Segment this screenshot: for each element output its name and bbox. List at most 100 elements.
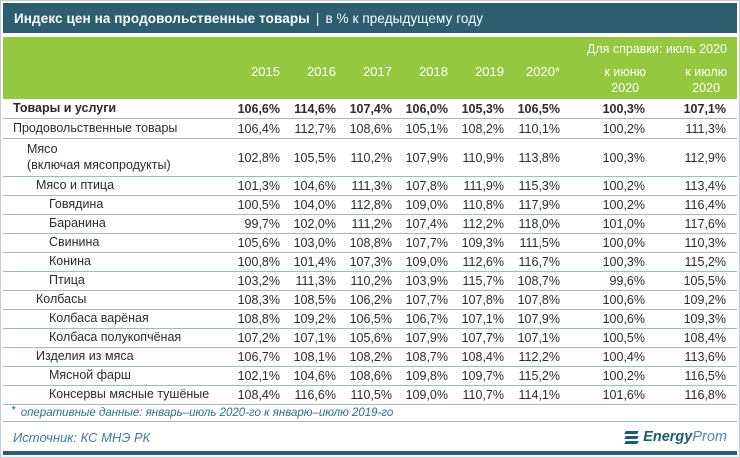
value-cell: 100,6% xyxy=(602,293,645,307)
value-cell: 110,8% xyxy=(462,198,504,212)
value-cell: 110,9% xyxy=(462,150,504,165)
value-cell: 104,0% xyxy=(293,198,336,212)
row-label: Птица xyxy=(49,273,85,288)
value-cell: 103,2% xyxy=(237,274,280,288)
source-text: Источник: КС МНЭ РК xyxy=(13,429,151,445)
row-label: Баранина xyxy=(49,216,106,231)
value-cell: 110,2% xyxy=(350,274,392,288)
value-cell: 106,7% xyxy=(405,312,448,326)
year-column-header: 2018 xyxy=(419,64,448,79)
value-cell: 110,5% xyxy=(350,388,392,402)
value-cell: 102,0% xyxy=(293,217,336,231)
value-cell: 100,5% xyxy=(237,198,280,212)
value-cell: 100,3% xyxy=(602,101,645,116)
value-cell: 111,3% xyxy=(685,121,726,136)
value-cell: 108,7% xyxy=(517,274,560,288)
value-cell: 116,8% xyxy=(684,388,726,402)
energyprom-logo: EnergyProm xyxy=(624,429,727,445)
value-cell: 100,2% xyxy=(602,121,645,136)
value-cell: 112,2% xyxy=(462,217,504,231)
table-body: Товары и услуги 106,6% 114,6% 107,4% 106,0% 1… xyxy=(3,99,737,405)
value-cell: 99,6% xyxy=(609,274,645,288)
footnote: * оперативные данные: январь–июль 2020-г… xyxy=(3,405,737,422)
value-cell: 116,7% xyxy=(518,255,560,269)
value-cell: 107,8% xyxy=(461,293,504,307)
logo-text: EnergyProm xyxy=(643,429,727,445)
footnote-text: оперативные данные: январь–июль 2020-го … xyxy=(20,407,394,419)
footnote-marker: * xyxy=(11,405,16,417)
value-cell: 116,5% xyxy=(684,369,726,383)
year-column-header: 2020* xyxy=(526,64,560,79)
value-cell: 108,2% xyxy=(349,350,392,364)
page-title: Индекс цен на продовольственные товары xyxy=(14,10,310,26)
bottom-accent-bar xyxy=(3,451,737,455)
value-cell: 108,8% xyxy=(237,312,280,326)
value-cell: 108,4% xyxy=(237,388,280,402)
row-label: Продовольственные товары xyxy=(13,120,178,135)
table-row: Конина 100,8% 101,4% 107,3% 109,0% 112,6% 116,… xyxy=(3,253,737,272)
value-cell: 109,7% xyxy=(461,369,504,383)
value-cell: 107,7% xyxy=(405,236,448,250)
value-cell: 106,2% xyxy=(349,293,392,307)
value-cell: 111,9% xyxy=(463,179,504,193)
row-label: Изделия из мяса xyxy=(36,349,134,364)
value-cell: 101,3% xyxy=(237,179,280,193)
value-cell: 109,0% xyxy=(405,388,448,402)
value-cell: 108,4% xyxy=(683,331,726,345)
value-cell: 107,8% xyxy=(405,179,448,193)
value-cell: 111,2% xyxy=(351,217,392,231)
table-row: Баранина 99,7% 102,0% 111,2% 107,4% 112,2% 118… xyxy=(3,215,737,234)
value-cell: 101,0% xyxy=(602,217,645,231)
value-cell: 100,2% xyxy=(602,369,645,383)
row-label: Товары и услуги xyxy=(13,100,117,115)
value-cell: 103,0% xyxy=(293,236,336,250)
value-cell: 112,2% xyxy=(518,350,560,364)
value-cell: 101,6% xyxy=(602,388,645,402)
value-cell: 108,4% xyxy=(461,350,504,364)
value-cell: 106,0% xyxy=(405,101,448,116)
value-cell: 107,1% xyxy=(683,101,726,116)
table-row: Продовольственные товары 106,4% 112,7% 108,… xyxy=(3,119,737,139)
value-cell: 100,2% xyxy=(602,198,645,212)
value-cell: 106,5% xyxy=(349,312,392,326)
table-row: Свинина 105,6% 103,0% 108,8% 107,7% 109,3% 111… xyxy=(3,234,737,253)
column-header-band: Для справки: июль 2020 2015 2016 2017 2018 2… xyxy=(3,37,737,99)
value-cell: 114,6% xyxy=(294,101,336,116)
value-cell: 116,4% xyxy=(684,198,726,212)
value-cell: 100,3% xyxy=(602,255,645,269)
value-cell: 109,8% xyxy=(405,369,448,383)
value-cell: 113,8% xyxy=(518,150,560,165)
value-cell: 100,4% xyxy=(602,350,645,364)
reference-column-header: к июню 2020 xyxy=(604,65,646,95)
value-cell: 117,9% xyxy=(518,198,560,212)
value-cell: 100,6% xyxy=(602,312,645,326)
year-column-header: 2016 xyxy=(307,64,336,79)
row-label: Конина xyxy=(49,254,91,269)
value-cell: 105,6% xyxy=(237,236,280,250)
title-subtitle: в % к предыдущему году xyxy=(325,10,484,26)
value-cell: 106,7% xyxy=(237,350,280,364)
value-cell: 117,6% xyxy=(684,217,726,231)
value-cell: 115,3% xyxy=(518,179,560,193)
title-bar: Индекс цен на продовольственные товары |… xyxy=(3,3,737,33)
table-row: Говядина 100,5% 104,0% 112,8% 109,0% 110,8% 11… xyxy=(3,196,737,215)
row-label: Говядина xyxy=(49,197,104,212)
energyprom-bars-icon xyxy=(624,430,639,445)
row-label: Колбаса полукопчёная xyxy=(49,330,182,345)
value-cell: 100,5% xyxy=(602,331,645,345)
value-cell: 114,1% xyxy=(518,388,560,402)
value-cell: 108,2% xyxy=(461,121,504,136)
table-row: Мясо (включая мясопродукты) 102,8% 105,5% 11… xyxy=(3,139,737,177)
value-cell: 106,6% xyxy=(237,101,280,116)
reference-column-header: к июлю 2020 xyxy=(685,65,727,95)
value-cell: 105,5% xyxy=(293,150,336,165)
value-cell: 107,4% xyxy=(405,217,448,231)
reference-note: Для справки: июль 2020 xyxy=(586,42,727,56)
table-row: Колбаса варёная 108,8% 109,2% 106,5% 106,7% 1… xyxy=(3,310,737,329)
table-row: Мясо и птица 101,3% 104,6% 111,3% 107,8% 111,… xyxy=(3,177,737,196)
value-cell: 118,0% xyxy=(518,217,560,231)
value-cell: 110,7% xyxy=(462,388,504,402)
row-label: Мясо и птица xyxy=(36,178,115,193)
value-cell: 109,2% xyxy=(293,312,336,326)
